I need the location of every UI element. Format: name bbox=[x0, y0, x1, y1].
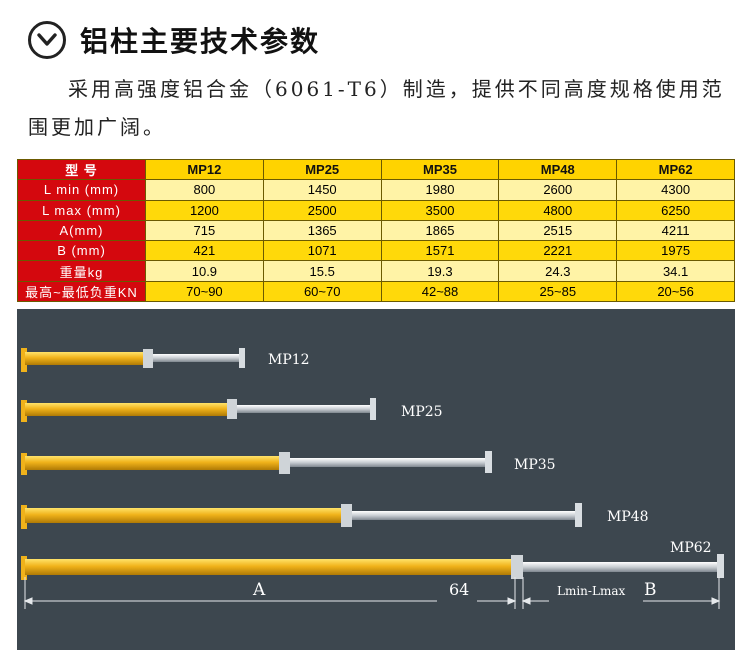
prop-label: MP62 bbox=[670, 540, 712, 556]
gold-tube bbox=[25, 559, 515, 575]
table-cell: 2515 bbox=[498, 219, 618, 242]
product-photo: MP12 MP25 MP35 MP48 bbox=[17, 309, 735, 650]
column-header: MP25 bbox=[262, 158, 382, 181]
table-cell: 2600 bbox=[498, 179, 618, 201]
end-plate bbox=[21, 505, 27, 529]
table-row: 最高~最低负重KN 70~90 60~70 42~88 25~85 20~56 bbox=[17, 280, 735, 303]
table-cell: 4800 bbox=[498, 199, 618, 221]
table-row: 重量kg 10.9 15.5 19.3 24.3 34.1 bbox=[17, 260, 735, 282]
silver-tube bbox=[523, 562, 719, 572]
table-cell: 42~88 bbox=[380, 280, 500, 303]
end-plate bbox=[21, 400, 27, 422]
silver-tube bbox=[237, 405, 371, 413]
column-header: MP35 bbox=[380, 158, 500, 181]
silver-tube bbox=[352, 511, 576, 520]
table-header-row: 型 号 MP12 MP25 MP35 MP48 MP62 bbox=[17, 158, 735, 181]
collar bbox=[279, 452, 290, 474]
table-cell: 4211 bbox=[616, 219, 735, 242]
table-cell: 10.9 bbox=[145, 260, 264, 282]
table-cell: 1450 bbox=[262, 179, 382, 201]
table-cell: 70~90 bbox=[145, 280, 264, 303]
end-plate bbox=[575, 503, 582, 527]
column-header: MP12 bbox=[145, 158, 264, 181]
prop-mp48: MP48 bbox=[21, 503, 649, 529]
intro-paragraph: 采用高强度铝合金（6061-T6）制造，提供不同高度规格使用范围更加广阔。 bbox=[28, 77, 725, 139]
spec-table: 型 号 MP12 MP25 MP35 MP48 MP62 L min (mm) … bbox=[17, 158, 735, 303]
prop-mp12: MP12 bbox=[21, 348, 310, 372]
row-label: L max (mm) bbox=[17, 199, 146, 221]
table-cell: 421 bbox=[145, 240, 264, 262]
prop-mp25: MP25 bbox=[21, 398, 443, 422]
props-illustration: MP12 MP25 MP35 MP48 bbox=[21, 348, 724, 609]
table-cell: 1571 bbox=[380, 240, 500, 262]
table-cell: 4300 bbox=[616, 179, 735, 201]
prop-label: MP35 bbox=[514, 457, 556, 473]
prop-label: MP25 bbox=[401, 404, 443, 420]
row-label: 最高~最低负重KN bbox=[17, 280, 146, 303]
gold-tube bbox=[25, 352, 145, 365]
dim-b-label: B bbox=[644, 580, 657, 600]
table-row: A(mm) 715 1365 1865 2515 4211 bbox=[17, 219, 735, 242]
collar bbox=[227, 399, 237, 419]
table-cell: 800 bbox=[145, 179, 264, 201]
gold-tube bbox=[25, 403, 231, 416]
table-cell: 1200 bbox=[145, 199, 264, 221]
table-cell: 60~70 bbox=[262, 280, 382, 303]
table-cell: 3500 bbox=[380, 199, 500, 221]
prop-label: MP48 bbox=[607, 509, 649, 525]
silver-tube bbox=[290, 458, 486, 467]
row-label: B (mm) bbox=[17, 240, 146, 262]
table-cell: 20~56 bbox=[616, 280, 735, 303]
table-row: B (mm) 421 1071 1571 2221 1975 bbox=[17, 240, 735, 262]
end-plate bbox=[485, 451, 492, 473]
table-cell: 2221 bbox=[498, 240, 618, 262]
table-cell: 1975 bbox=[616, 240, 735, 262]
dim-lmin-lmax-label: Lmin-Lmax bbox=[557, 584, 625, 598]
end-plate bbox=[717, 554, 724, 578]
collar bbox=[143, 349, 153, 368]
dimension-lines bbox=[23, 577, 721, 609]
end-plate bbox=[21, 453, 27, 475]
prop-mp62: MP62 bbox=[21, 540, 724, 580]
gold-tube bbox=[25, 508, 345, 523]
prop-mp35: MP35 bbox=[21, 451, 556, 475]
table-cell: 715 bbox=[145, 219, 264, 242]
table-row: L min (mm) 800 1450 1980 2600 4300 bbox=[17, 179, 735, 201]
dim-a-label: A bbox=[252, 580, 266, 600]
collar bbox=[511, 555, 523, 579]
table-cell: 2500 bbox=[262, 199, 382, 221]
row-label: 重量kg bbox=[17, 260, 146, 282]
table-cell: 1865 bbox=[380, 219, 500, 242]
row-label: A(mm) bbox=[17, 219, 146, 242]
dim-64-label: 64 bbox=[449, 580, 469, 599]
table-row: L max (mm) 1200 2500 3500 4800 6250 bbox=[17, 199, 735, 221]
section-title: 铝柱主要技术参数 bbox=[80, 25, 321, 58]
gold-tube bbox=[25, 456, 283, 470]
end-plate bbox=[239, 348, 245, 368]
table-cell: 6250 bbox=[616, 199, 735, 221]
table-cell: 15.5 bbox=[262, 260, 382, 282]
silver-tube bbox=[153, 354, 241, 362]
column-header: MP48 bbox=[498, 158, 618, 181]
table-cell: 1980 bbox=[380, 179, 500, 201]
collar bbox=[341, 504, 352, 527]
end-plate bbox=[370, 398, 376, 420]
table-cell: 1365 bbox=[262, 219, 382, 242]
column-header: MP62 bbox=[616, 158, 735, 181]
table-cell: 19.3 bbox=[380, 260, 500, 282]
table-cell: 1071 bbox=[262, 240, 382, 262]
end-plate bbox=[21, 556, 27, 580]
chevron-down-circle-icon bbox=[28, 21, 66, 59]
end-plate bbox=[21, 348, 27, 372]
table-cell: 34.1 bbox=[616, 260, 735, 282]
column-header: 型 号 bbox=[17, 158, 146, 181]
section-header: 铝柱主要技术参数 bbox=[28, 18, 320, 62]
prop-label: MP12 bbox=[268, 352, 310, 368]
table-cell: 24.3 bbox=[498, 260, 618, 282]
row-label: L min (mm) bbox=[17, 179, 146, 201]
table-cell: 25~85 bbox=[498, 280, 618, 303]
